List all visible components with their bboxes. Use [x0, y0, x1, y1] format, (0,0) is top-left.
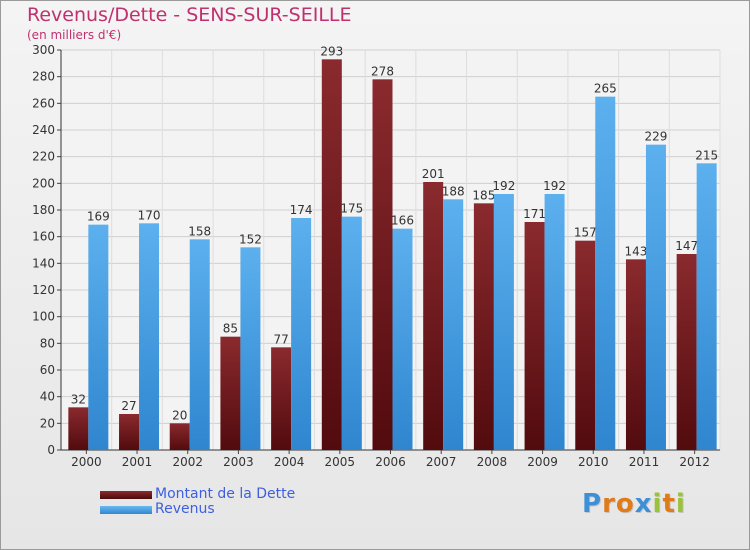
y-tick-label: 20	[40, 416, 55, 430]
data-label: 175	[340, 202, 363, 216]
data-label: 32	[71, 392, 86, 406]
chart-subtitle: (en milliers d'€)	[27, 28, 122, 42]
y-tick-label: 40	[40, 390, 55, 404]
legend-swatch-revenus	[100, 506, 152, 514]
bar-dette	[423, 182, 444, 450]
bar-dette	[119, 414, 140, 450]
bar-dette	[676, 254, 697, 450]
x-tick-label: 2007	[426, 455, 457, 469]
bar-dette	[220, 336, 241, 450]
bar-dette	[524, 222, 545, 450]
bar-revenus	[189, 239, 210, 450]
y-tick-label: 200	[32, 176, 55, 190]
logo-letter: o	[615, 489, 635, 519]
data-label: 278	[371, 64, 394, 78]
data-label: 147	[675, 239, 698, 253]
bar-dette	[271, 347, 292, 450]
logo-letter: r	[602, 489, 616, 519]
bar-revenus	[696, 163, 717, 451]
bar-dette	[372, 79, 393, 450]
data-label: 171	[523, 207, 546, 221]
y-tick-label: 140	[32, 256, 55, 270]
x-tick-label: 2000	[71, 455, 102, 469]
bar-dette	[473, 203, 494, 450]
x-tick-label: 2002	[172, 455, 203, 469]
y-tick-label: 220	[32, 150, 55, 164]
data-label: 188	[442, 184, 465, 198]
data-label: 192	[543, 179, 566, 193]
data-label: 158	[188, 224, 211, 238]
data-label: 174	[290, 203, 313, 217]
x-tick-label: 2011	[629, 455, 660, 469]
bar-revenus	[291, 218, 312, 450]
y-tick-label: 80	[40, 336, 55, 350]
logo-letter: x	[634, 489, 653, 519]
data-label: 152	[239, 232, 262, 246]
data-label: 229	[645, 130, 668, 144]
data-label: 293	[320, 44, 343, 58]
x-tick-label: 2012	[679, 455, 710, 469]
data-label: 169	[87, 210, 110, 224]
logo-letter: i	[675, 489, 686, 519]
bar-dette	[575, 240, 596, 450]
x-tick-label: 2005	[325, 455, 356, 469]
data-label: 85	[223, 322, 238, 336]
bar-revenus	[240, 247, 261, 450]
bar-revenus	[493, 194, 514, 450]
bar-revenus	[645, 144, 666, 450]
bar-revenus	[595, 96, 616, 451]
data-label: 215	[695, 148, 718, 162]
y-tick-label: 120	[32, 283, 55, 297]
chart-title: Revenus/Dette - SENS-SUR-SEILLE	[27, 4, 352, 26]
legend-swatch-dette	[100, 491, 152, 499]
data-label: 77	[273, 332, 288, 346]
data-label: 27	[121, 399, 136, 413]
bar-revenus	[88, 224, 109, 450]
x-tick-label: 2008	[477, 455, 508, 469]
y-tick-label: 160	[32, 230, 55, 244]
y-tick-label: 240	[32, 123, 55, 137]
bar-dette	[625, 259, 646, 450]
y-tick-label: 100	[32, 310, 55, 324]
bar-revenus	[392, 228, 413, 450]
bar-revenus	[544, 194, 565, 450]
bar-dette	[169, 423, 190, 450]
y-tick-label: 60	[40, 363, 55, 377]
logo-letter: i	[652, 489, 663, 519]
y-tick-label: 300	[32, 43, 55, 57]
legend-label-revenus: Revenus	[155, 501, 215, 517]
x-tick-label: 2006	[375, 455, 406, 469]
x-tick-label: 2009	[527, 455, 558, 469]
data-label: 143	[625, 244, 648, 258]
x-tick-label: 2010	[578, 455, 609, 469]
bar-revenus	[139, 223, 160, 450]
x-tick-label: 2001	[122, 455, 153, 469]
x-tick-label: 2003	[223, 455, 254, 469]
y-tick-label: 260	[32, 96, 55, 110]
data-label: 166	[391, 214, 414, 228]
y-tick-label: 0	[47, 443, 55, 457]
data-label: 170	[138, 208, 161, 222]
bar-dette	[321, 59, 342, 450]
data-label: 185	[472, 188, 495, 202]
bar-revenus	[443, 199, 464, 450]
data-label: 192	[492, 179, 515, 193]
data-label: 265	[594, 82, 617, 96]
y-tick-label: 180	[32, 203, 55, 217]
bar-revenus	[341, 216, 362, 450]
legend-label-dette: Montant de la Dette	[155, 486, 296, 502]
x-tick-label: 2004	[274, 455, 305, 469]
bar-dette	[68, 407, 89, 450]
y-tick-label: 280	[32, 70, 55, 84]
logo-letter: t	[662, 489, 676, 519]
logo-letter: P	[582, 489, 603, 519]
proxiti-logo: Proxiti	[582, 489, 686, 519]
data-label: 20	[172, 408, 187, 422]
data-label: 157	[574, 226, 597, 240]
data-label: 201	[422, 167, 445, 181]
